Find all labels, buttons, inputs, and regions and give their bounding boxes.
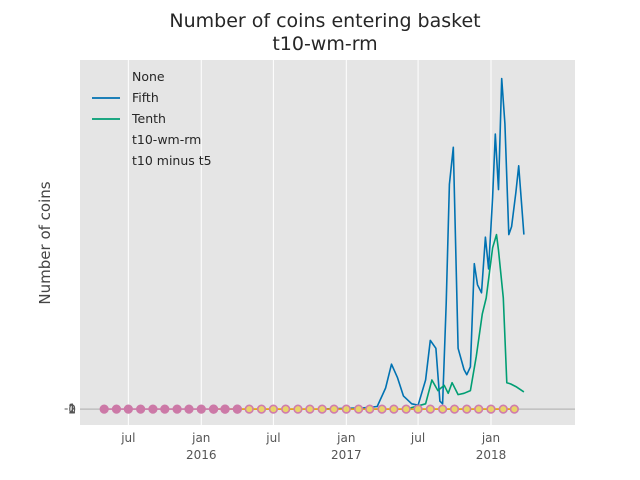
y-tick-label: 2 [68,403,76,417]
series-point [232,404,242,414]
x-tick-label: jul [265,431,280,445]
x-tick-label: jan [336,431,355,445]
series-point [438,404,448,414]
x-tick-year: 2016 [186,448,217,462]
plot-area [80,60,575,425]
legend-entry: Tenth [131,111,166,126]
series-point [354,404,364,414]
series-point [160,404,170,414]
legend-entry: t10-wm-rm [132,132,201,147]
y-axis-label: Number of coins [36,181,54,304]
x-tick-label: jan [481,431,500,445]
y-tick-label: 1 [68,402,76,416]
series-point [486,404,496,414]
series-point [184,404,194,414]
legend-entry: Fifth [132,90,159,105]
series-line-1 [405,233,525,410]
series-point [99,404,109,414]
series-layer [99,77,525,414]
series-point [449,404,460,414]
series-point [136,404,146,414]
series-point [111,404,122,414]
x-tick-year: 2018 [476,448,507,462]
series-point [401,404,411,414]
x-tick-year: 2017 [331,448,362,462]
series-point [208,404,219,414]
series-point [123,404,133,414]
y-tick-label: -1 [64,402,76,416]
series-point [413,404,423,414]
series-point [317,404,327,414]
y-tick-label: 0 [68,402,76,416]
chart-title: Number of coins entering basket [169,10,480,32]
series-point [509,404,519,414]
series-line-0 [322,77,525,410]
series-point [389,404,399,414]
series-point [148,404,158,414]
series-point [498,404,508,414]
series-point [425,404,435,414]
series-point [462,404,472,414]
series-point [365,404,375,414]
series-point [256,404,267,414]
legend-entry: t10 minus t5 [132,153,212,168]
series-point [377,404,387,414]
series-point [341,404,351,414]
series-point [329,404,339,414]
series-point [293,404,303,414]
series-point [172,404,182,414]
legend: None Fifth Tenth t10-wm-rm t10 minus t5 [92,69,212,168]
series-point [244,404,254,414]
x-tick-label: jan [191,431,210,445]
series-point [196,404,206,414]
series-point [305,404,315,414]
x-axis-ticks: jul jan 2016 jul jan 2017 jul jan 2018 [120,431,506,462]
legend-title: None [132,69,165,84]
series-point [281,404,291,414]
series-point [268,404,279,414]
x-tick-label: jul [120,431,135,445]
series-point [220,404,230,414]
x-tick-label: jul [410,431,425,445]
series-point [474,404,484,414]
chart-subtitle: t10-wm-rm [272,33,377,55]
